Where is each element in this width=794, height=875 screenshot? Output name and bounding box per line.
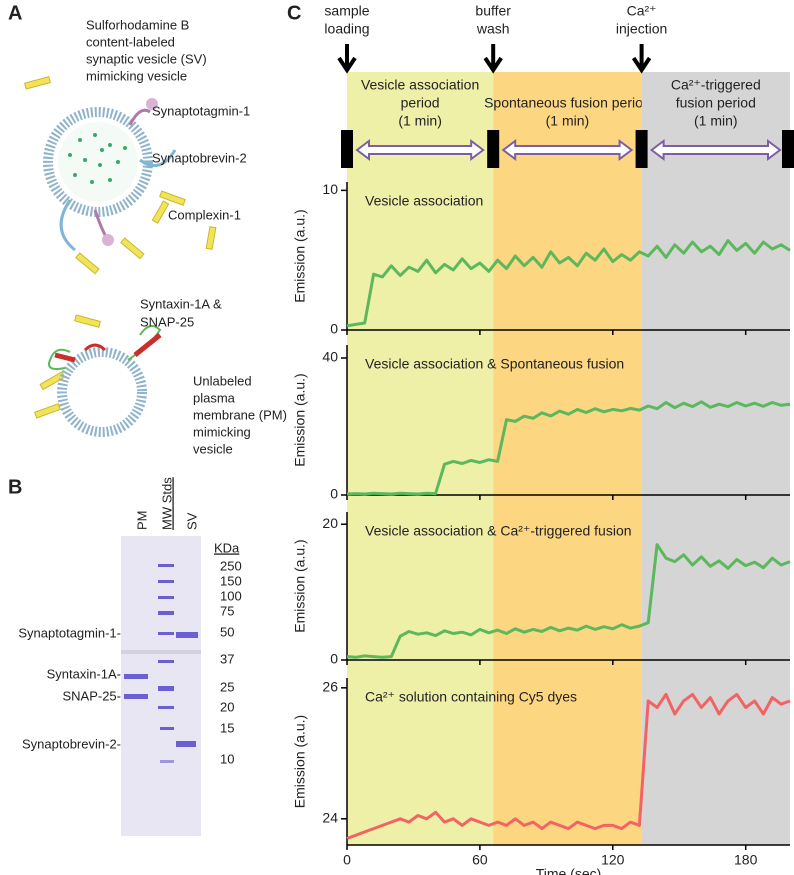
y-tick-label: 0 [330,486,338,502]
y-tick-label: 26 [322,679,338,695]
x-axis-label: Time (sec) [536,866,602,875]
boundary-bar [341,130,353,168]
pm-label: mimicking [193,424,251,439]
unit-label: KDa [214,540,240,555]
y-axis-label: Emission (a.u.) [292,209,308,302]
protein-label: Syntaxin-1A- [47,666,121,681]
annotation: Vesicle association & Spontaneous fusion [365,356,624,372]
period-arrow [355,139,485,161]
protein-label: Syntaxin-1A & [140,296,222,311]
trace [346,692,791,840]
event-label: sample [324,3,369,19]
annotation: Ca²⁺ solution containing Cy5 dyes [365,689,577,705]
sv-label: mimicking vesicle [86,68,187,83]
trace [346,239,791,328]
panel-label: B [8,476,22,498]
period-label: Spontaneous fusion period [484,95,651,111]
protein-label: Complexin-1 [168,207,241,222]
mw-label: 100 [220,588,242,603]
period-arrow [501,139,634,161]
trace [346,400,791,496]
x-tick-label: 120 [601,852,625,868]
mw-label: 20 [220,699,234,714]
protein-label: SNAP-25 [140,314,194,329]
protein-label: Synaptotagmin-1- [18,625,121,640]
y-tick-label: 10 [322,181,338,197]
pm-label: membrane (PM) [193,407,287,422]
x-tick-label: 60 [472,852,488,868]
period-label: (1 min) [694,113,738,129]
mw-label: 150 [220,573,242,588]
lane-label: SV [184,512,199,530]
y-axis-label: Emission (a.u.) [292,373,308,466]
period-label: (1 min) [546,113,590,129]
event-arrow [631,44,652,74]
x-tick-label: 180 [734,852,758,868]
period-label: (1 min) [398,113,442,129]
y-axis-label: Emission (a.u.) [292,715,308,808]
annotation: Vesicle association [365,193,483,209]
event-label: loading [324,21,369,37]
event-label: buffer [475,3,511,19]
mw-label: 250 [220,558,242,573]
period-label: period [401,95,440,111]
panel-label: A [8,2,22,24]
period-label: Vesicle association [361,77,479,93]
event-label: wash [476,21,510,37]
y-tick-label: 0 [330,651,338,667]
lane-label: MW Stds [159,477,174,530]
event-arrow [483,44,503,74]
period-background [347,72,494,845]
x-tick-label: 0 [343,852,351,868]
period-background [641,72,790,845]
lane-label: PM [134,511,149,531]
event-arrow [337,44,357,74]
y-tick-label: 20 [322,515,338,531]
period-background [493,72,642,845]
mw-label: 50 [220,624,234,639]
pm-label: vesicle [193,441,233,456]
mw-label: 15 [220,720,234,735]
y-tick-label: 0 [330,321,338,337]
pm-label: Unlabeled [193,373,252,388]
event-label: Ca²⁺ [627,3,657,19]
sv-illustration [24,76,217,419]
boundary-bar [782,130,794,168]
mw-label: 37 [220,651,234,666]
pm-illustration [48,325,162,437]
trace [346,543,791,659]
mw-label: 75 [220,603,234,618]
boundary-bar [487,130,500,168]
boundary-bar [635,130,648,168]
y-tick-label: 40 [322,349,338,365]
pm-label: plasma [193,390,236,405]
panel-label: C [287,2,301,24]
sv-label: content-labeled [86,34,175,49]
period-arrow [649,139,782,161]
protein-label: Synaptobrevin-2 [152,150,247,165]
protein-label: Synaptotagmin-1 [152,103,250,118]
event-label: injection [616,21,667,37]
y-axis-label: Emission (a.u.) [292,539,308,632]
mw-label: 25 [220,679,234,694]
y-tick-label: 24 [322,810,338,826]
protein-label: Synaptobrevin-2- [22,736,121,751]
protein-label: SNAP-25- [62,688,121,703]
period-label: fusion period [676,95,756,111]
gel [121,536,201,836]
annotation: Vesicle association & Ca²⁺-triggered fus… [365,523,632,539]
sv-label: synaptic vesicle (SV) [86,51,207,66]
mw-label: 10 [220,751,234,766]
sv-label: Sulforhodamine B [86,17,189,32]
period-label: Ca²⁺-triggered [671,77,761,93]
